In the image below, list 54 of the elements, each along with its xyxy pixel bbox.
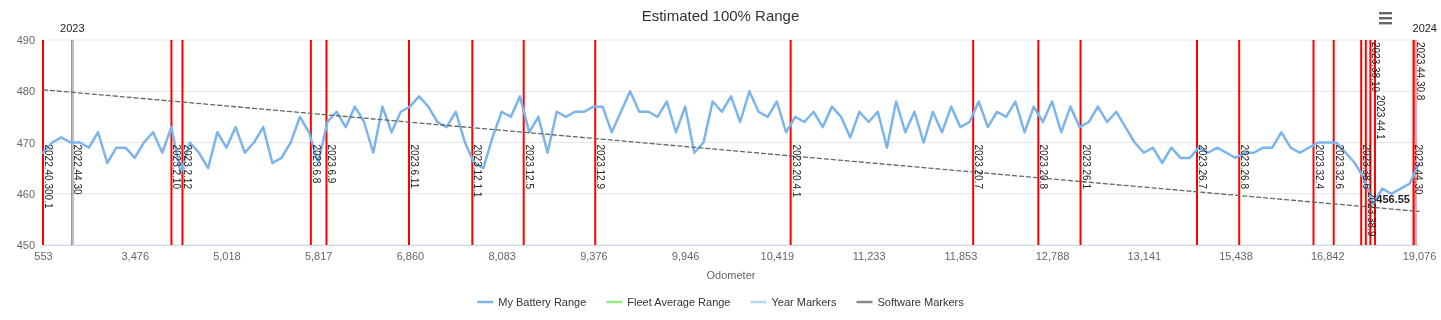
annotation: 2023.26.8 [1239,144,1251,190]
x-tick-label: 9,946 [671,250,700,263]
annotation: 2022.44.30 [72,144,84,195]
x-axis-title: Odometer [706,269,756,281]
annotation: 2023.38.6 [1361,144,1373,190]
annotation: 2023.6.9 [326,144,338,184]
text: 2024 [1412,22,1437,34]
text: 2023 [60,22,85,34]
annotation: 2023.20.8 [1038,144,1050,190]
x-tick-label: 9,376 [580,250,608,263]
annotation: 2023.44.30 [1413,144,1425,195]
y-tick-label: 450 [16,239,35,252]
annotation: 2023.32.6 [1333,144,1345,190]
annotation: 2023.6.11 [409,144,421,189]
x-tick-label: 5,817 [304,250,333,263]
annotation: 2023.20.4.1 [790,144,802,198]
legend-label: Fleet Average Range [627,296,731,308]
data-label: 456.55 [1376,193,1410,206]
annotation: 2023.12.9 [595,144,607,190]
annotation: 2023.12.5 [523,144,535,190]
annotation: 2023.12.1.1 [472,144,484,198]
x-tick-label: 11,233 [852,250,886,263]
x-tick-label: 6,860 [396,250,425,263]
annotation: 2023.44.1 [1374,95,1386,140]
annotation: 2023.38.9 [1365,192,1377,237]
annotation: 2023.2.10 [171,144,183,190]
y-tick-label: 470 [16,136,35,149]
x-tick-label: 15,438 [1219,250,1253,263]
annotation: 2022.40.300.1 [43,144,54,209]
legend-label: My Battery Range [498,296,587,308]
legend-label: Software Markers [877,296,965,308]
x-tick-label: 16,842 [1310,250,1345,263]
annotation: 2023.20.7 [973,144,985,190]
annotation: 2023.26.1 [1080,144,1092,190]
y-tick-label: 460 [16,187,35,200]
x-tick-label: 10,419 [760,250,795,263]
x-tick-label: 11,853 [944,250,978,263]
annotation: 2023.38.10 [1370,42,1382,93]
x-tick-label: 3,476 [121,250,149,263]
x-tick-label: 8,083 [488,250,516,263]
x-tick-label: 12,788 [1035,250,1070,263]
y-tick-label: 480 [16,85,35,98]
x-tick-label: 19,076 [1402,250,1437,263]
x-tick-label: 5,018 [213,250,241,263]
annotation: 2023.26.7 [1197,144,1209,190]
y-tick-label: 490 [16,34,35,47]
annotation: 2023.44.30.8 [1415,42,1427,101]
annotation: 2023.2.12 [182,144,194,190]
x-tick-label: 13,141 [1127,250,1162,263]
annotation: 2023.6.8 [310,144,322,184]
chart-title: Estimated 100% Range [641,7,800,24]
legend-label: Year Markers [771,296,837,308]
annotation: 2023.32.4 [1313,144,1325,190]
x-tick-label: 553 [34,250,53,263]
